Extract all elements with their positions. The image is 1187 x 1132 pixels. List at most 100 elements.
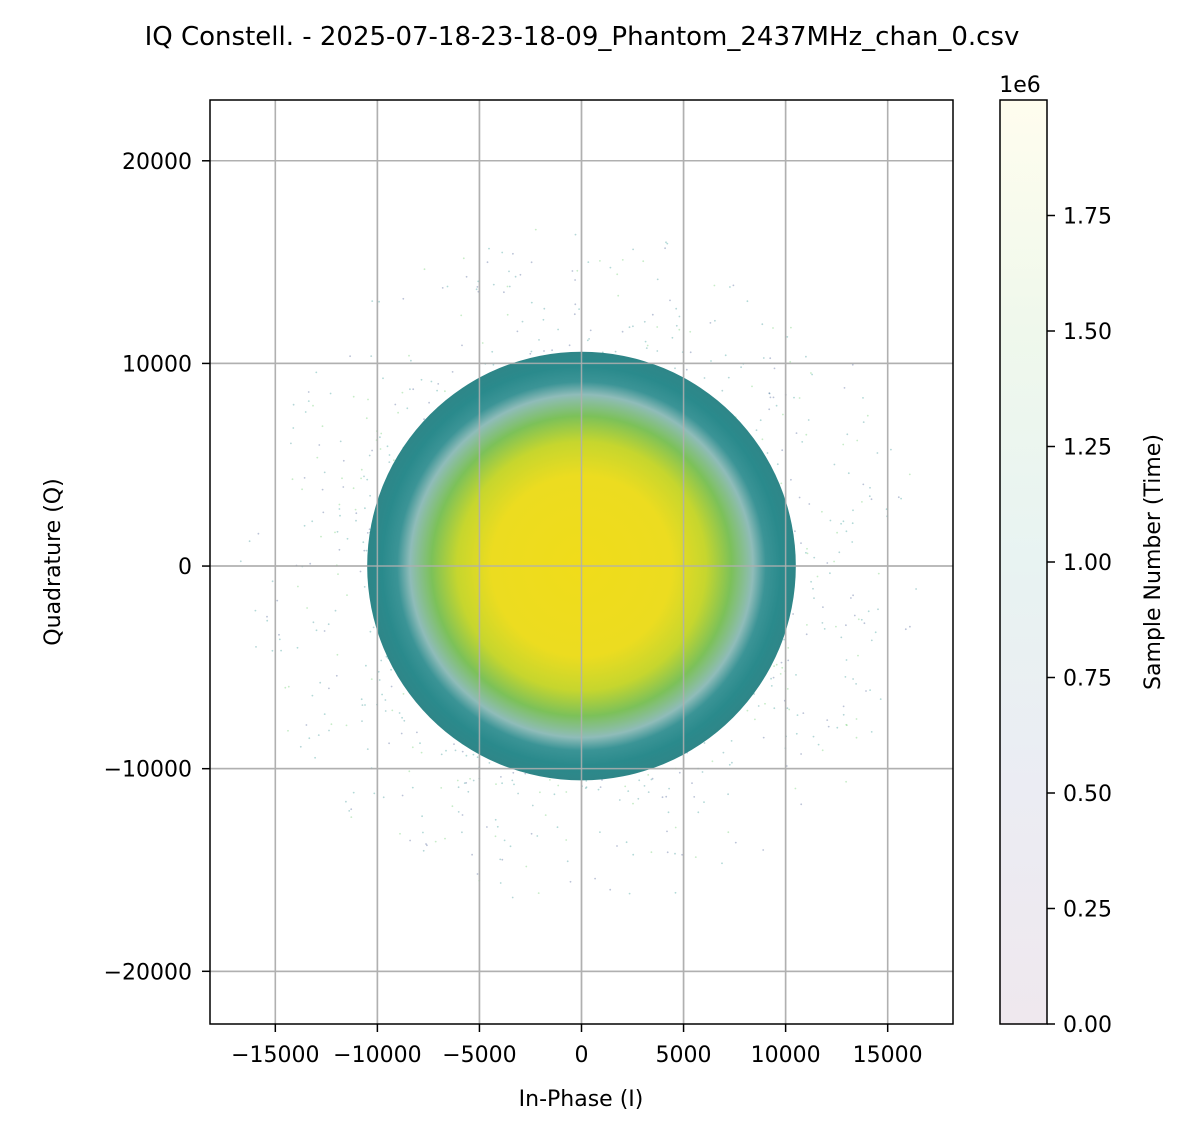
scatter-point — [746, 300, 749, 303]
scatter-point — [850, 597, 852, 599]
scatter-point — [838, 551, 841, 554]
scatter-point — [531, 804, 534, 807]
x-tick-label: −10000 — [333, 1043, 421, 1068]
scatter-point — [811, 373, 813, 376]
scatter-point — [512, 252, 514, 255]
scatter-point — [377, 670, 380, 673]
scatter-point — [366, 532, 369, 534]
scatter-point — [416, 731, 418, 734]
scatter-point — [557, 328, 559, 331]
scatter-point — [500, 776, 502, 778]
scatter-point — [710, 360, 712, 362]
scatter-point — [400, 732, 403, 735]
scatter-point — [897, 496, 900, 499]
scatter-point — [790, 478, 792, 481]
scatter-point — [727, 831, 730, 834]
scatter-point — [855, 736, 858, 739]
scatter-point — [365, 664, 367, 667]
scatter-point — [306, 607, 308, 609]
x-tick-label: 10000 — [751, 1043, 821, 1068]
scatter-point — [437, 383, 440, 385]
scatter-point — [568, 344, 571, 347]
scatter-point — [366, 478, 369, 481]
scatter-point — [354, 508, 357, 511]
scatter-point — [334, 609, 337, 612]
scatter-point — [292, 403, 295, 406]
scatter-point — [327, 623, 330, 626]
scatter-point — [845, 530, 848, 533]
scatter-point — [823, 628, 826, 630]
y-tick-label: 20000 — [122, 150, 192, 175]
scatter-point — [788, 708, 791, 711]
scatter-point — [821, 510, 823, 513]
scatter-point — [368, 454, 371, 457]
scatter-point — [829, 572, 831, 575]
scatter-point — [410, 359, 412, 362]
scatter-point — [255, 646, 257, 648]
scatter-point — [551, 349, 553, 352]
x-axis-ticks: −15000 −10000 −5000 0 5000 10000 15000 — [231, 1024, 923, 1068]
scatter-point — [585, 786, 588, 789]
scatter-point — [647, 791, 650, 793]
scatter-point — [904, 628, 907, 631]
scatter-point — [812, 735, 815, 738]
scatter-point — [501, 782, 503, 785]
scatter-point — [842, 443, 845, 446]
scatter-point — [761, 323, 764, 326]
scatter-point — [334, 531, 336, 534]
scatter-point — [855, 683, 857, 685]
scatter-point — [360, 477, 362, 480]
scatter-point — [525, 865, 528, 868]
scatter-point — [314, 756, 316, 759]
scatter-point — [584, 787, 587, 789]
scatter-point — [573, 313, 576, 316]
scatter-point — [794, 787, 797, 790]
scatter-point — [556, 826, 559, 829]
scatter-point — [360, 468, 363, 471]
scatter-point — [350, 816, 353, 818]
colorbar-tick-label: 0.50 — [1063, 782, 1112, 807]
scatter-point — [339, 440, 342, 443]
scatter-point — [399, 832, 401, 835]
scatter-point — [538, 339, 540, 341]
scatter-point — [339, 514, 341, 517]
scatter-point — [845, 624, 847, 627]
scatter-point — [549, 779, 551, 781]
scatter-point — [446, 285, 449, 288]
scatter-point — [609, 266, 612, 269]
scatter-point — [345, 800, 347, 803]
scatter-point — [870, 639, 873, 642]
scatter-point — [271, 649, 274, 652]
scatter-point — [565, 791, 568, 793]
scatter-point — [292, 427, 295, 429]
scatter-point — [345, 724, 348, 727]
scatter-point — [360, 698, 363, 701]
scatter-point — [453, 743, 455, 745]
scatter-point — [862, 483, 865, 486]
scatter-point — [637, 797, 640, 800]
scatter-point — [614, 350, 617, 353]
scatter-point — [513, 783, 515, 786]
scatter-point — [492, 363, 495, 366]
scatter-point — [656, 278, 659, 281]
scatter-point — [394, 403, 397, 406]
scatter-point — [731, 761, 733, 764]
scatter-point — [370, 355, 373, 357]
y-tick-label: 0 — [178, 555, 192, 580]
x-tick-label: 5000 — [656, 1043, 712, 1068]
scatter-point — [321, 488, 324, 491]
scatter-point — [467, 790, 470, 793]
scatter-point — [801, 441, 804, 443]
scatter-point — [461, 344, 463, 347]
scatter-point — [852, 678, 854, 680]
scatter-point — [352, 791, 355, 794]
scatter-point — [773, 707, 776, 710]
scatter-point — [311, 694, 314, 697]
scatter-point — [808, 503, 811, 505]
scatter-point — [805, 433, 808, 436]
colorbar-tick-label: 1.25 — [1063, 436, 1112, 461]
scatter-point — [806, 624, 808, 626]
scatter-point — [369, 494, 371, 497]
scatter-point — [422, 831, 424, 834]
